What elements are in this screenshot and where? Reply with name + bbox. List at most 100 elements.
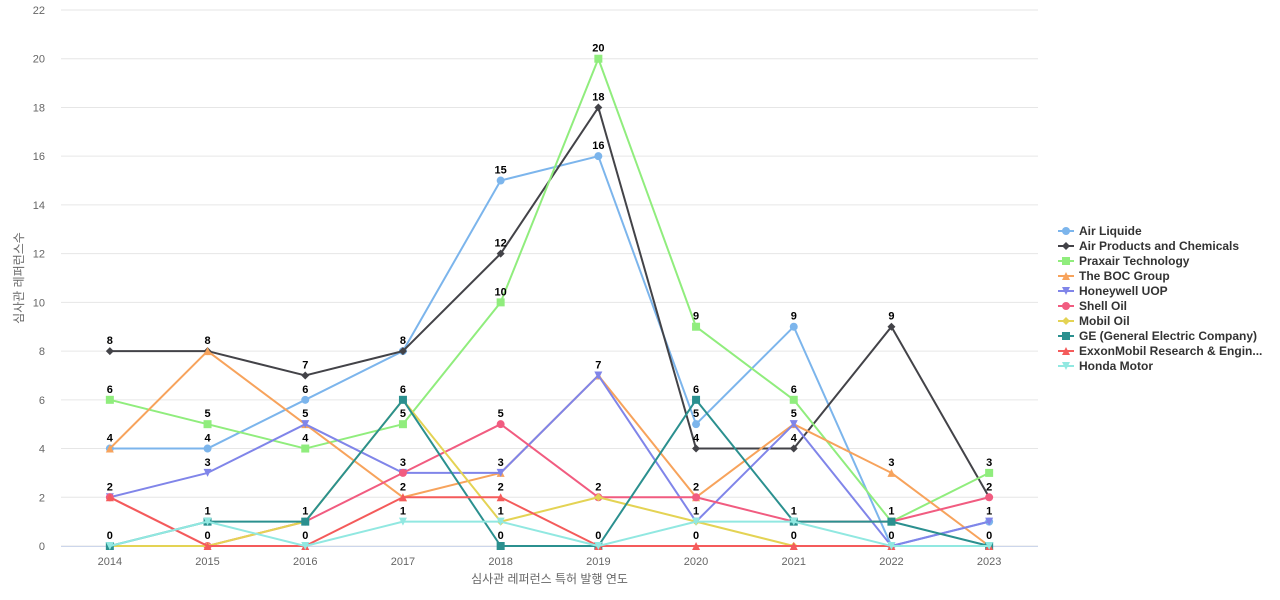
legend-label: Air Products and Chemicals xyxy=(1079,239,1239,253)
legend-label: GE (General Electric Company) xyxy=(1079,329,1257,343)
data-point[interactable] xyxy=(789,395,798,404)
data-point[interactable] xyxy=(789,517,798,526)
data-point[interactable] xyxy=(692,493,701,502)
data-point[interactable] xyxy=(398,468,407,477)
y-tick-label: 6 xyxy=(39,395,45,407)
data-point[interactable] xyxy=(594,54,603,63)
legend-marker[interactable] xyxy=(1062,242,1070,250)
series-line[interactable] xyxy=(109,57,990,523)
data-point[interactable] xyxy=(887,322,896,331)
data-point[interactable] xyxy=(496,517,505,526)
data-point[interactable] xyxy=(398,395,407,404)
legend-label: Honeywell UOP xyxy=(1079,284,1168,298)
legend-marker[interactable] xyxy=(1062,257,1070,265)
data-point[interactable] xyxy=(105,395,114,404)
series-line[interactable] xyxy=(109,423,990,547)
data-point[interactable] xyxy=(496,468,505,477)
y-axis-title: 심사관 레퍼런스수 xyxy=(12,232,26,324)
series-exxonmobil-research-engin xyxy=(105,493,994,550)
data-point[interactable] xyxy=(301,371,310,380)
data-point[interactable] xyxy=(301,517,310,526)
data-point[interactable] xyxy=(985,493,994,502)
data-point[interactable] xyxy=(789,420,798,429)
data-label: 4 xyxy=(302,433,309,445)
series-line[interactable] xyxy=(109,155,990,547)
legend-item[interactable]: Mobil Oil xyxy=(1058,314,1130,328)
y-tick-label: 22 xyxy=(33,5,45,17)
data-point[interactable] xyxy=(692,322,701,331)
data-point[interactable] xyxy=(887,542,896,550)
legend-item[interactable]: Air Liquide xyxy=(1058,224,1142,238)
data-point[interactable] xyxy=(789,542,798,550)
legend-item[interactable]: ExxonMobil Research & Engin... xyxy=(1058,344,1262,358)
series-honda-motor xyxy=(105,517,994,550)
data-point[interactable] xyxy=(398,420,407,429)
legend-marker[interactable] xyxy=(1062,272,1070,280)
legend-item[interactable]: Shell Oil xyxy=(1058,299,1127,313)
data-point[interactable] xyxy=(203,468,212,477)
data-point[interactable] xyxy=(594,542,603,550)
data-point[interactable] xyxy=(496,298,505,307)
data-point[interactable] xyxy=(203,517,212,526)
series-line[interactable] xyxy=(109,520,990,547)
data-label: 4 xyxy=(693,433,700,445)
data-point[interactable] xyxy=(301,444,310,453)
data-point[interactable] xyxy=(496,420,505,429)
data-point[interactable] xyxy=(203,420,212,429)
data-point[interactable] xyxy=(203,444,212,453)
data-point[interactable] xyxy=(398,517,407,526)
data-point[interactable] xyxy=(203,542,212,550)
legend-marker[interactable] xyxy=(1062,347,1070,355)
series-line[interactable] xyxy=(109,398,990,547)
data-point[interactable] xyxy=(985,542,994,550)
data-point[interactable] xyxy=(887,468,896,477)
data-point[interactable] xyxy=(594,152,603,161)
data-point[interactable] xyxy=(496,249,505,258)
data-label: 3 xyxy=(986,457,992,469)
data-point[interactable] xyxy=(301,420,310,429)
data-point[interactable] xyxy=(594,103,603,112)
legend-item[interactable]: Honda Motor xyxy=(1058,359,1153,373)
legend-marker[interactable] xyxy=(1062,302,1070,310)
data-point[interactable] xyxy=(496,542,505,550)
data-point[interactable] xyxy=(105,493,114,502)
data-point[interactable] xyxy=(398,347,407,356)
legend-marker[interactable] xyxy=(1062,317,1070,325)
legend-item[interactable]: Praxair Technology xyxy=(1058,254,1190,268)
data-point[interactable] xyxy=(985,468,994,477)
data-point[interactable] xyxy=(692,444,701,453)
x-tick-label: 2014 xyxy=(98,556,122,568)
legend-marker[interactable] xyxy=(1062,362,1070,370)
data-point[interactable] xyxy=(594,493,603,502)
data-point[interactable] xyxy=(692,420,701,429)
series-line[interactable] xyxy=(109,398,990,547)
data-point[interactable] xyxy=(594,371,603,380)
data-label: 9 xyxy=(888,311,894,323)
legend-marker[interactable] xyxy=(1062,287,1070,295)
data-point[interactable] xyxy=(203,347,212,356)
legend-item[interactable]: GE (General Electric Company) xyxy=(1058,329,1257,343)
series-line[interactable] xyxy=(109,374,990,547)
legend-item[interactable]: Honeywell UOP xyxy=(1058,284,1168,298)
legend-item[interactable]: The BOC Group xyxy=(1058,269,1170,283)
data-point[interactable] xyxy=(496,493,505,502)
data-point[interactable] xyxy=(105,542,114,550)
data-point[interactable] xyxy=(692,542,701,550)
data-point[interactable] xyxy=(789,444,798,453)
data-point[interactable] xyxy=(301,542,310,550)
data-point[interactable] xyxy=(985,517,994,526)
legend-marker[interactable] xyxy=(1062,227,1070,235)
series-line[interactable] xyxy=(109,496,990,547)
data-point[interactable] xyxy=(301,395,310,404)
legend-item[interactable]: Air Products and Chemicals xyxy=(1058,239,1239,253)
legend-marker[interactable] xyxy=(1062,332,1070,340)
data-point[interactable] xyxy=(105,444,114,453)
data-point[interactable] xyxy=(692,395,701,404)
data-point[interactable] xyxy=(887,517,896,526)
data-point[interactable] xyxy=(105,347,114,356)
data-label: 6 xyxy=(400,384,406,396)
data-point[interactable] xyxy=(398,493,407,502)
data-point[interactable] xyxy=(789,322,798,331)
data-point[interactable] xyxy=(692,517,701,526)
data-point[interactable] xyxy=(496,176,505,185)
